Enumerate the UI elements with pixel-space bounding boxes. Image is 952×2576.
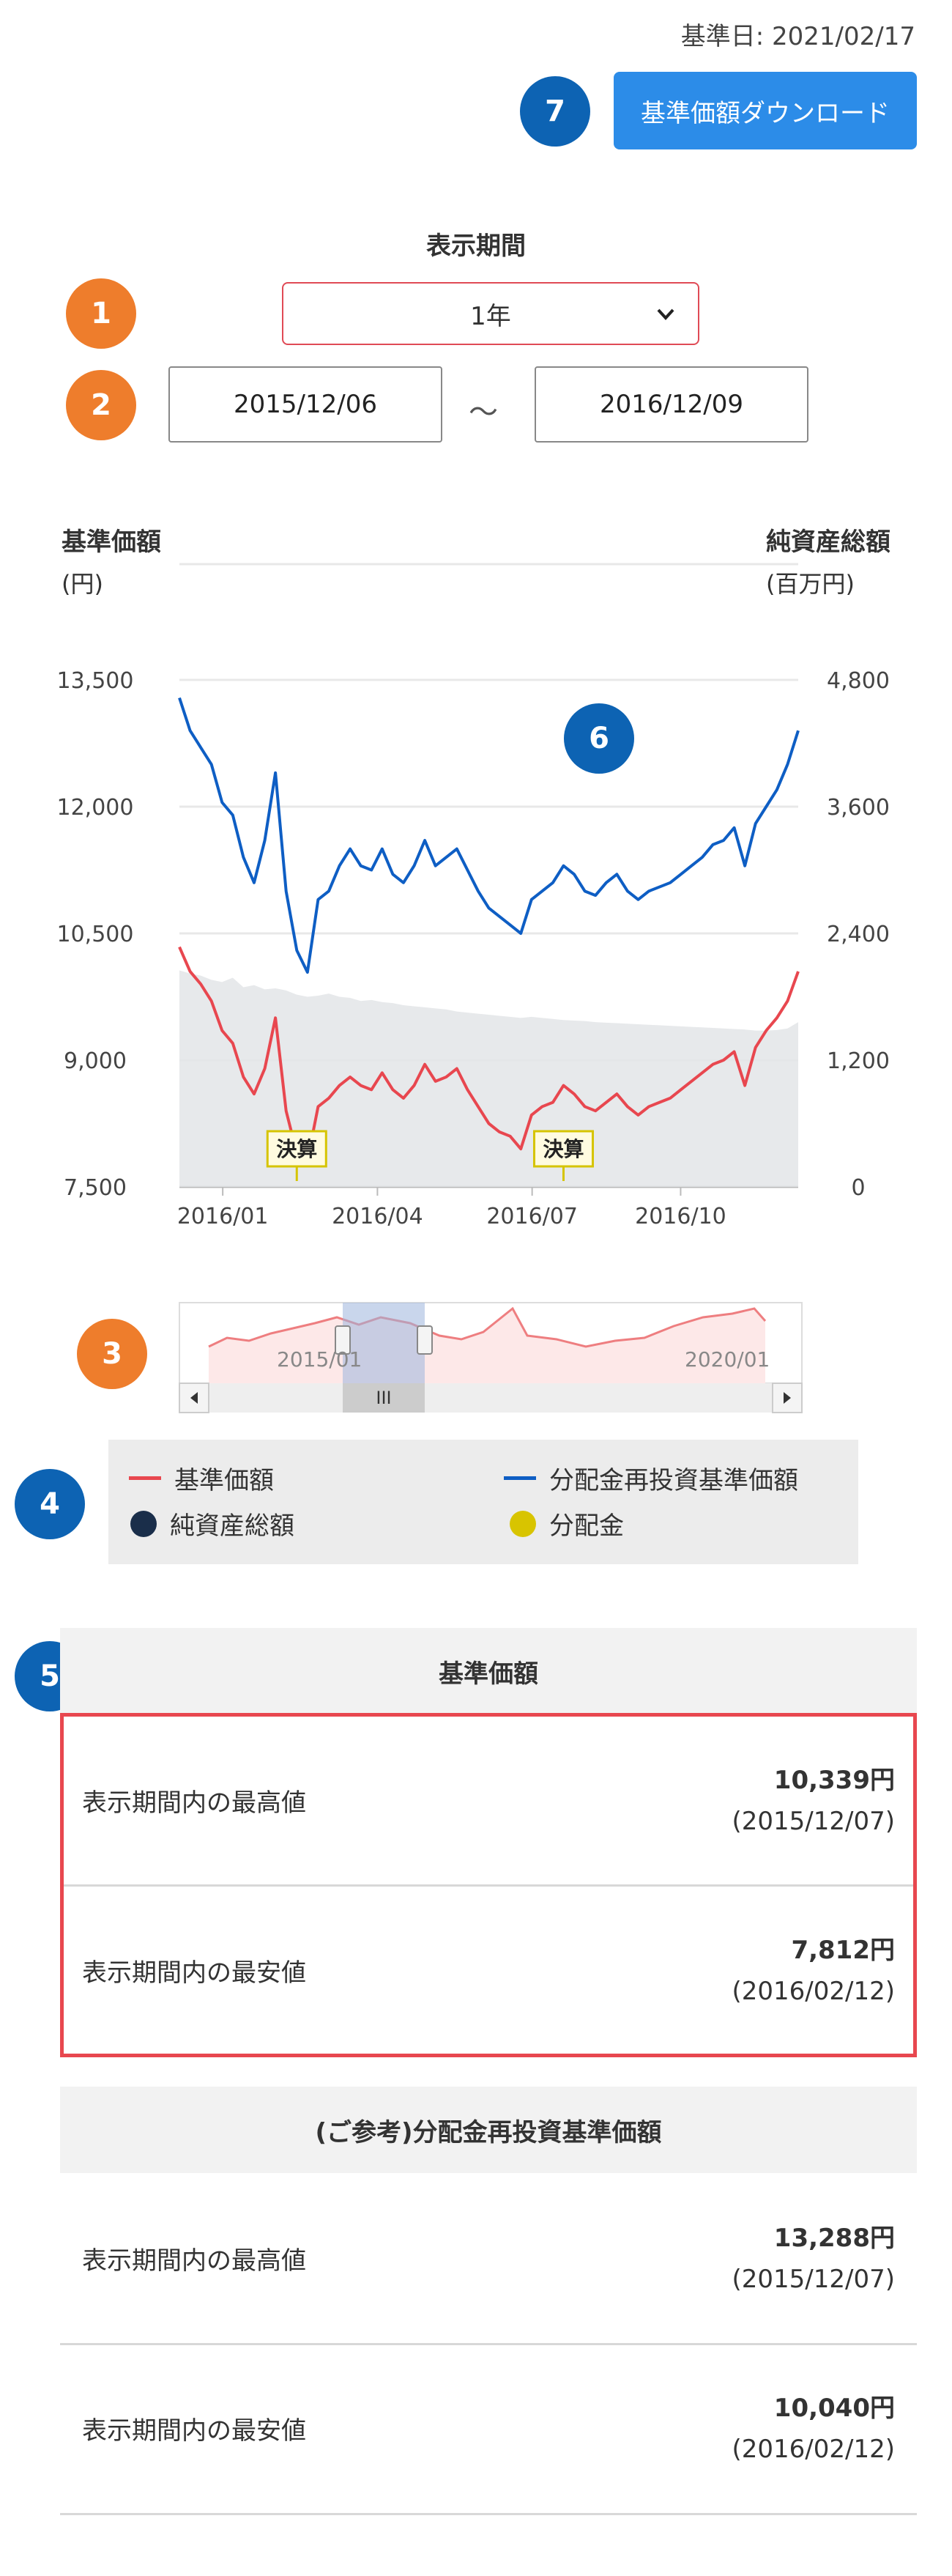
nav-high-date: (2015/12/07) [732, 1806, 896, 1836]
navigator-label-start: 2015/01 [277, 1347, 362, 1372]
scrollbar-thumb-grip: III [376, 1388, 391, 1408]
y-left-tick-label: 12,000 [57, 795, 134, 821]
reinvest-low-date: (2016/02/12) [732, 2434, 896, 2464]
y-right-tick-label: 1,200 [827, 1048, 890, 1074]
nav-stats-highlight-frame [60, 1713, 917, 2057]
base-date: 基準日: 2021/02/17 [680, 22, 915, 51]
reinvest-low-label: 表示期間内の最安値 [82, 2416, 306, 2446]
left-axis-unit: (円) [62, 570, 103, 598]
badge-2: 2 [66, 370, 136, 440]
badge-3: 3 [77, 1319, 147, 1389]
reinvest-high-row: 表示期間内の最高値 13,288円 (2015/12/07) [60, 2176, 917, 2341]
navigator-left-handle[interactable] [335, 1325, 351, 1355]
badge-1: 1 [66, 278, 136, 349]
nav-low-value: 7,812円 [791, 1935, 895, 1965]
arrow-left-icon [190, 1392, 198, 1404]
chevron-down-icon [657, 308, 674, 320]
reinvest-stats-header: (ご参考)分配金再投資基準価額 [60, 2087, 917, 2173]
scrollbar-thumb[interactable] [343, 1383, 425, 1413]
chart-legend: 基準価額 分配金再投資基準価額 純資産総額 分配金 [108, 1440, 858, 1564]
navigator-right-handle[interactable] [417, 1325, 433, 1355]
reinvest-low-value: 10,040円 [773, 2393, 895, 2423]
nav-line-swatch [129, 1476, 161, 1480]
start-date-field[interactable]: 2015/12/06 [168, 366, 442, 443]
arrow-right-icon [784, 1392, 791, 1404]
y-left-tick-label: 13,500 [57, 668, 134, 694]
reinvest-nav-line [178, 697, 800, 974]
reinvest-high-value: 13,288円 [773, 2223, 895, 2253]
navigator-label-end: 2020/01 [685, 1347, 770, 1372]
assets-dot-swatch [130, 1510, 157, 1537]
legend-item-reinvest[interactable]: 分配金再投資基準価額 [504, 1460, 798, 1496]
badge-4: 4 [15, 1469, 85, 1539]
y-right-tick-label: 3,600 [827, 795, 890, 821]
period-select-value: 1年 [470, 301, 511, 331]
net-assets-area [179, 970, 798, 1187]
right-axis-unit: (百万円) [766, 570, 855, 598]
price-chart[interactable]: 13,500 4,800 12,000 3,600 10,500 2,400 9,000 1,… [0, 557, 952, 1260]
divider [60, 2343, 917, 2345]
dist-dot-swatch [510, 1510, 536, 1537]
period-select[interactable]: 1年 [282, 282, 699, 345]
y-left-tick-label: 9,000 [64, 1048, 127, 1074]
legend-label-nav: 基準価額 [174, 1466, 274, 1495]
settlement-marker-label: 決算 [543, 1137, 584, 1161]
y-right-tick-label: 0 [851, 1175, 865, 1201]
y-left-tick-label: 10,500 [57, 922, 134, 947]
nav-low-date: (2016/02/12) [732, 1976, 896, 2006]
reinvest-high-label: 表示期間内の最高値 [82, 2246, 306, 2276]
badge-6: 6 [564, 703, 634, 774]
x-tick-label: 2016/10 [635, 1204, 726, 1229]
nav-high-row: 表示期間内の最高値 10,339円 (2015/12/07) [60, 1718, 917, 1883]
reinvest-line-swatch [504, 1476, 536, 1480]
y-left-tick-label: 7,500 [64, 1175, 127, 1201]
period-title: 表示期間 [426, 232, 526, 261]
settlement-marker-box [266, 1130, 327, 1168]
navigator-window[interactable] [343, 1303, 425, 1383]
y-right-tick-label: 4,800 [827, 668, 890, 694]
legend-item-assets[interactable]: 純資産総額 [130, 1506, 294, 1541]
nav-stats-header: 基準価額 [60, 1628, 917, 1714]
reinvest-high-date: (2015/12/07) [732, 2264, 896, 2294]
download-button[interactable]: 基準価額ダウンロード [614, 72, 917, 149]
nav-high-value: 10,339円 [773, 1765, 895, 1795]
nav-low-label: 表示期間内の最安値 [82, 1958, 306, 1988]
legend-item-dist[interactable]: 分配金 [510, 1506, 624, 1541]
y-right-tick-label: 2,400 [827, 922, 890, 947]
divider [64, 1884, 913, 1887]
legend-label-assets: 純資産総額 [170, 1511, 294, 1541]
x-tick-label: 2016/07 [486, 1204, 578, 1229]
badge-7: 7 [520, 76, 590, 147]
nav-line [178, 946, 800, 1163]
nav-high-label: 表示期間内の最高値 [82, 1788, 306, 1818]
legend-label-dist: 分配金 [549, 1511, 624, 1541]
scroll-left-button[interactable] [179, 1383, 209, 1413]
date-separator: ～ [469, 396, 498, 429]
legend-label-reinvest: 分配金再投資基準価額 [549, 1466, 798, 1495]
legend-item-nav[interactable]: 基準価額 [129, 1460, 274, 1496]
range-navigator[interactable]: 2015/01 2020/01 III [0, 1295, 952, 1420]
left-axis-title: 基準価額 [62, 528, 161, 557]
right-axis-title: 純資産総額 [766, 528, 890, 557]
end-date-field[interactable]: 2016/12/09 [535, 366, 808, 443]
settlement-marker-label: 決算 [276, 1137, 317, 1161]
nav-low-row: 表示期間内の最安値 7,812円 (2016/02/12) [60, 1888, 917, 2053]
divider [60, 2513, 917, 2515]
reinvest-low-row: 表示期間内の最安値 10,040円 (2016/02/12) [60, 2346, 917, 2511]
settlement-marker-box [532, 1130, 594, 1168]
x-tick-label: 2016/01 [177, 1204, 269, 1229]
x-tick-label: 2016/04 [332, 1204, 423, 1229]
